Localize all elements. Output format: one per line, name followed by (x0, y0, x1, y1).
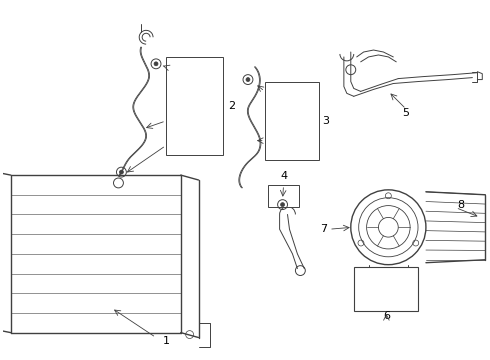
Text: 6: 6 (383, 311, 390, 321)
Text: 5: 5 (403, 108, 410, 118)
Text: 7: 7 (320, 224, 328, 234)
Text: 3: 3 (322, 116, 329, 126)
Bar (268, 185, 299, 207)
Text: 2: 2 (228, 101, 235, 111)
Bar (265, 82, 319, 160)
Bar (354, 267, 418, 311)
Text: 1: 1 (162, 337, 170, 346)
Circle shape (154, 62, 158, 66)
Circle shape (281, 203, 285, 207)
Text: 8: 8 (458, 199, 465, 210)
Circle shape (246, 78, 250, 82)
Text: 4: 4 (280, 171, 287, 181)
Bar (166, 57, 223, 156)
Circle shape (120, 170, 123, 174)
